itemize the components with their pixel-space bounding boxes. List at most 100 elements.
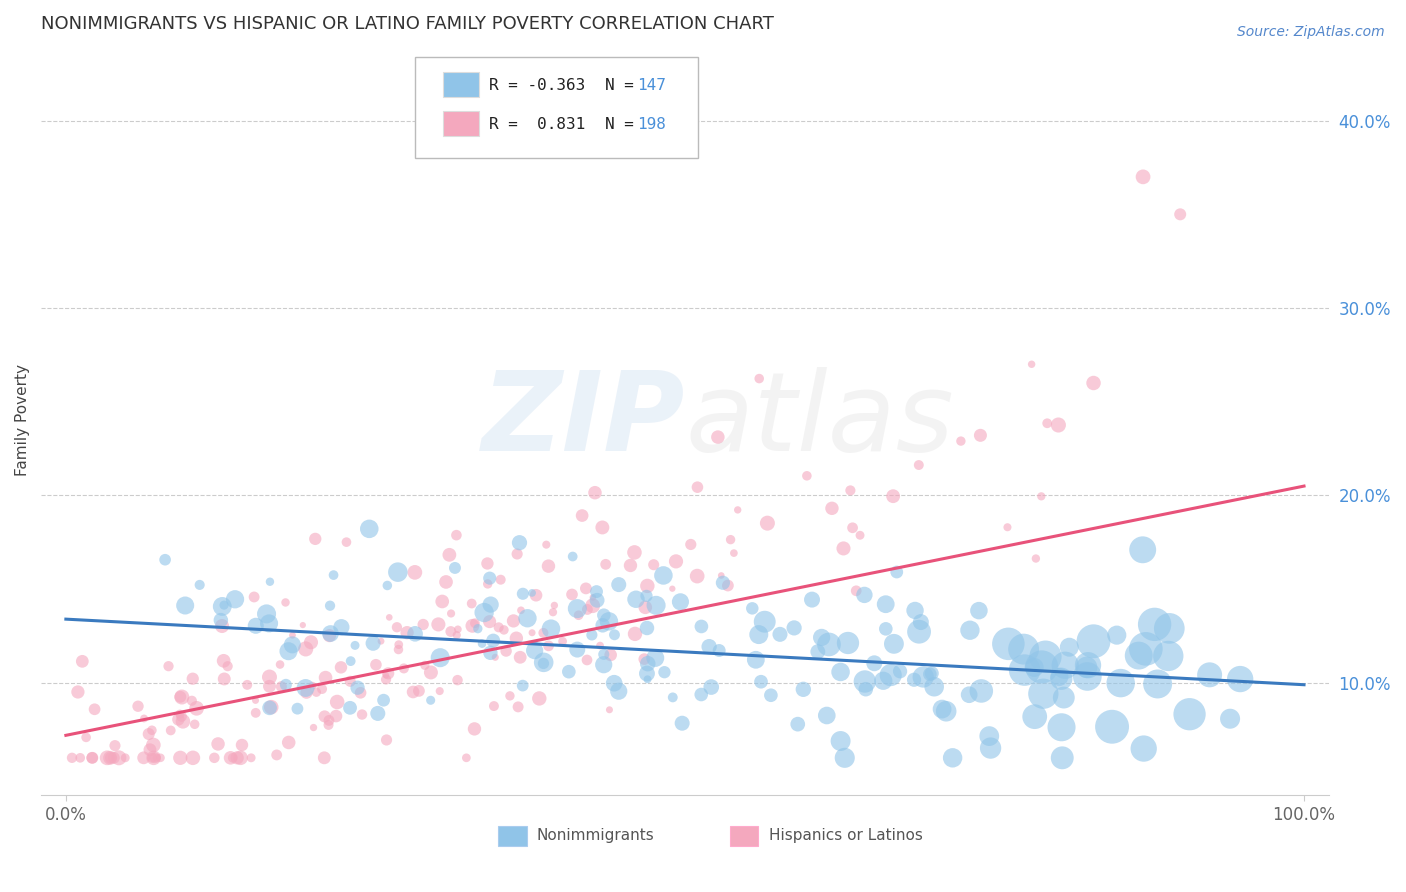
Point [388,638,411,652]
Point [209,613,232,627]
Point [170,709,193,723]
Point [375,578,398,592]
Point [624,592,647,607]
Point [832,541,855,556]
Point [301,679,323,693]
Point [506,547,529,561]
Point [294,641,316,656]
Point [979,729,1001,743]
Point [361,636,384,650]
Point [643,558,665,572]
Point [686,569,709,583]
Point [314,751,336,765]
Point [1047,417,1070,432]
Point [592,618,614,632]
Point [318,714,340,728]
Point [484,650,506,665]
Point [222,751,245,765]
Point [492,623,515,637]
Point [912,670,935,684]
Point [98,751,121,765]
Point [1143,617,1166,632]
Point [717,578,740,592]
Point [311,681,333,696]
Point [707,430,730,444]
Point [315,671,337,685]
Point [66,685,89,699]
Point [589,639,612,653]
Point [845,583,868,598]
Point [305,685,328,699]
Point [243,590,266,604]
Point [1036,417,1059,431]
Point [700,680,723,694]
Point [592,608,614,623]
Point [181,672,204,686]
Point [404,627,426,641]
Point [595,558,617,572]
Point [1021,357,1043,371]
Point [270,680,292,694]
Point [533,657,555,671]
Point [434,574,457,589]
Point [921,666,943,681]
Point [322,568,344,582]
Point [727,503,749,517]
Point [582,591,605,605]
Point [541,605,564,619]
Point [1219,712,1241,726]
Bar [443,111,479,136]
Point [344,639,367,653]
Point [314,709,336,723]
Point [460,597,482,611]
Point [536,538,558,552]
Point [429,684,451,698]
Point [269,657,291,672]
Point [387,642,409,657]
Point [741,601,763,615]
Text: Nonimmigrants: Nonimmigrants [537,829,655,843]
Point [882,489,904,503]
Point [1053,690,1076,705]
Point [482,699,505,714]
Point [1052,751,1074,765]
Point [520,586,543,600]
Point [1101,720,1123,734]
Point [132,751,155,765]
Point [509,650,531,665]
Point [567,642,589,657]
Point [679,537,702,551]
Point [830,734,852,748]
Point [477,557,499,571]
Point [1105,628,1128,642]
Text: 198: 198 [637,117,666,132]
Point [533,656,555,670]
Point [1035,649,1057,664]
Point [413,658,436,673]
Point [586,593,609,607]
Point [349,686,371,700]
Bar [443,72,479,97]
Point [598,703,620,717]
Point [375,733,398,747]
Point [440,607,463,621]
Point [935,704,957,718]
Point [839,483,862,498]
Point [540,622,562,636]
Text: N =: N = [605,117,644,132]
Point [623,545,645,559]
Point [231,738,253,752]
Point [157,659,180,673]
Point [281,638,304,652]
Point [508,535,530,549]
Point [339,674,361,689]
Point [815,708,838,723]
Point [169,707,191,722]
Point [889,665,911,679]
Point [1132,741,1154,756]
Point [207,737,229,751]
Point [277,644,299,658]
Point [748,371,770,385]
Point [686,480,709,494]
Point [524,588,547,602]
